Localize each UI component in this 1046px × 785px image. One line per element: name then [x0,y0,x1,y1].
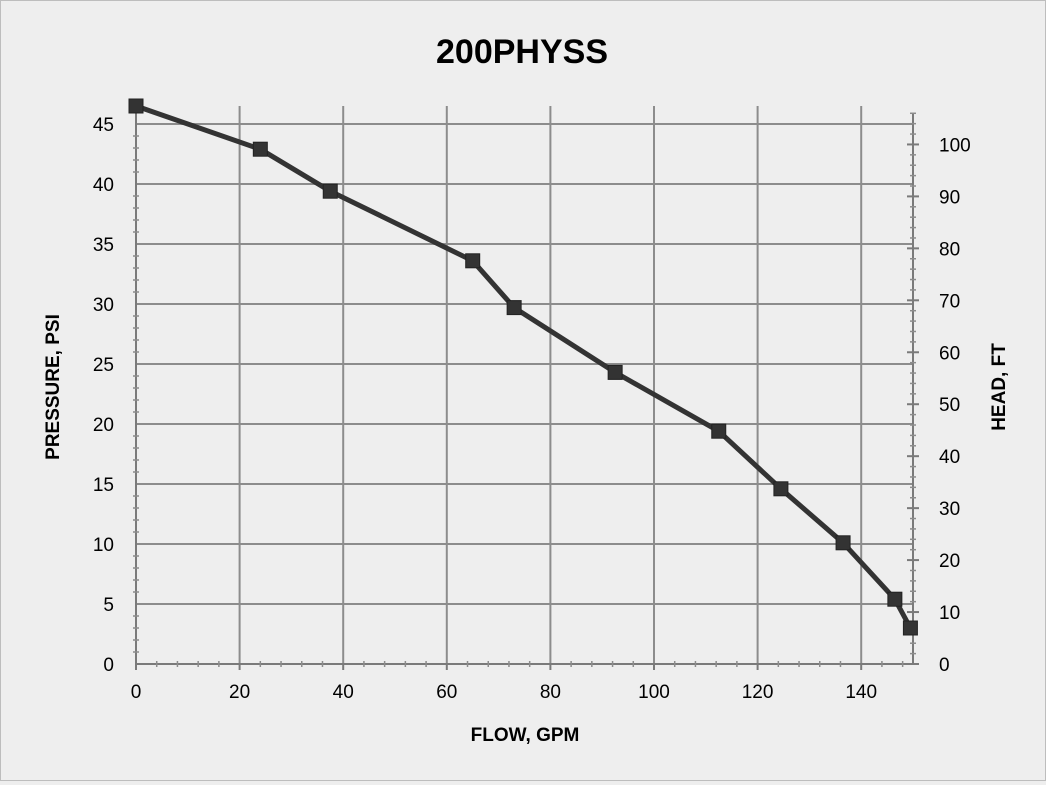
y2-tick-label: 30 [939,499,960,520]
x-tick-label: 20 [229,682,250,703]
chart-title: 200PHYSS [436,33,608,71]
y2-tick-label: 40 [939,447,960,468]
x-axis-ticks: 0 20 40 60 80 100 120 140 [131,661,904,703]
y-tick-label: 5 [103,595,114,616]
data-point [322,183,338,199]
x-tick-label: 80 [540,682,561,703]
y-tick-label: 10 [93,535,114,556]
y2-tick-label: 80 [939,239,960,260]
data-point [887,591,903,607]
grid-lines [136,106,913,664]
data-point [465,253,481,269]
y2-axis-ticks: 0 10 20 30 40 50 60 70 80 90 100 [907,112,971,676]
y-tick-label: 45 [93,115,114,136]
y2-tick-label: 0 [939,655,950,676]
data-point [607,364,623,380]
data-point [711,423,727,439]
data-point [773,481,789,497]
y2-tick-label: 10 [939,603,960,624]
x-tick-label: 100 [638,682,670,703]
y-axis-title: PRESSURE, PSI [43,314,64,460]
data-point [506,300,522,316]
y2-axis-title: HEAD, FT [989,343,1010,431]
y-tick-label: 20 [93,415,114,436]
x-tick-label: 60 [436,682,457,703]
y2-tick-label: 90 [939,187,960,208]
axes [135,102,914,665]
y2-tick-label: 50 [939,395,960,416]
data-point [835,535,851,551]
y-tick-label: 35 [93,235,114,256]
x-tick-label: 40 [333,682,354,703]
y2-tick-label: 60 [939,343,960,364]
x-axis-title: FLOW, GPM [471,725,580,746]
x-tick-label: 0 [131,682,142,703]
y-tick-label: 30 [93,295,114,316]
y-tick-label: 15 [93,475,114,496]
y2-tick-label: 20 [939,551,960,572]
y-axis-ticks: 0 5 10 15 20 25 30 35 40 45 [93,111,139,676]
data-point [902,620,918,636]
y-tick-label: 0 [103,655,114,676]
x-tick-label: 120 [742,682,774,703]
y-tick-label: 40 [93,175,114,196]
data-point [252,141,268,157]
x-tick-label: 140 [845,682,877,703]
y2-tick-label: 100 [939,135,971,156]
data-point [128,98,144,114]
y-tick-label: 25 [93,355,114,376]
series-layer [128,98,918,636]
y2-tick-label: 70 [939,291,960,312]
